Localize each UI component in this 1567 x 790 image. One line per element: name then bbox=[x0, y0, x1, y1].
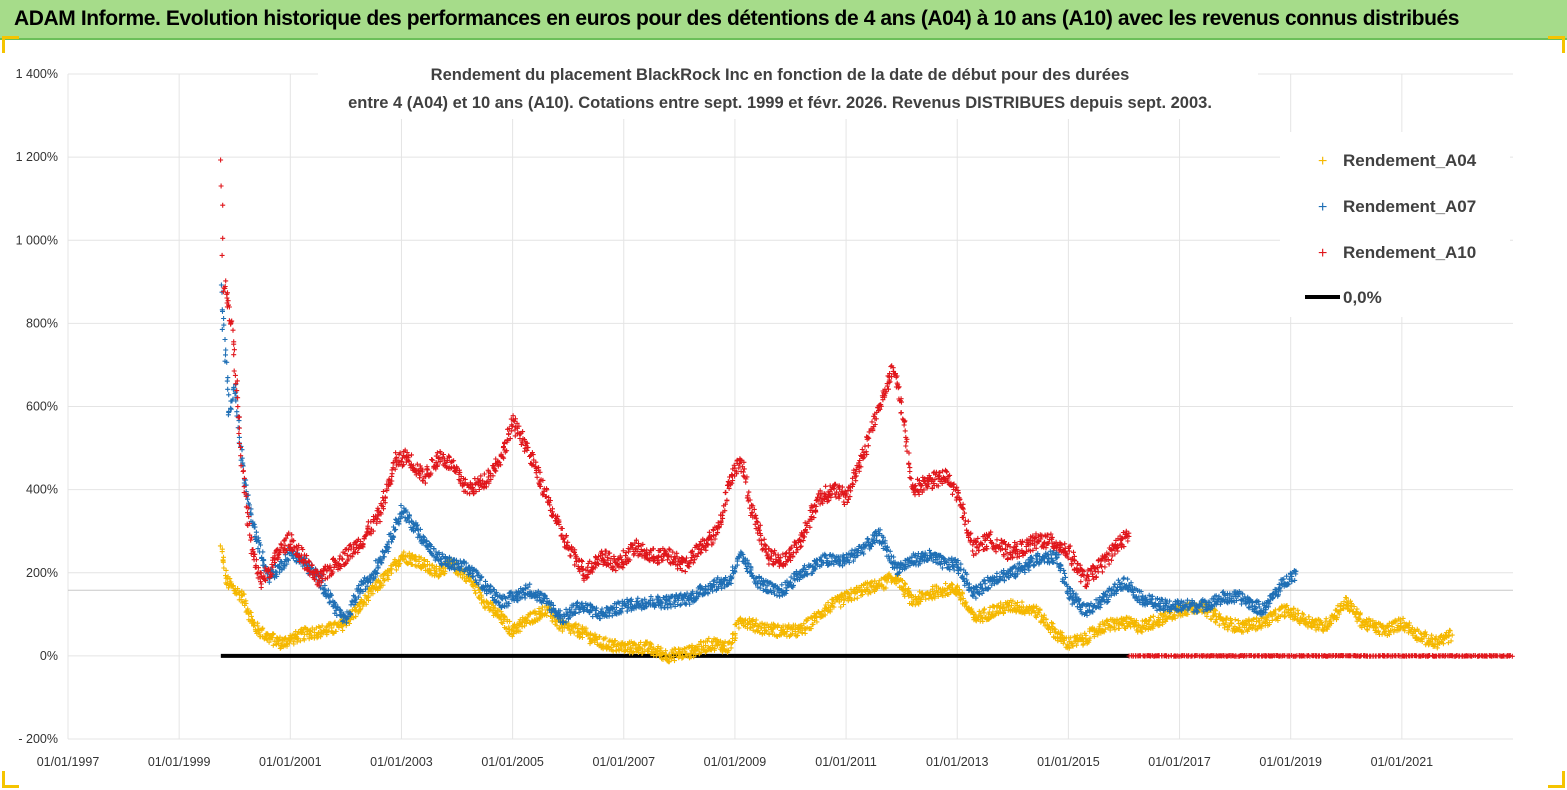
series-a07 bbox=[218, 282, 1299, 626]
y-tick-label: 200% bbox=[26, 566, 58, 580]
x-axis-ticks: 01/01/1997 01/01/1999 01/01/2001 01/01/2003… bbox=[37, 755, 1433, 769]
x-tick-label: 01/01/2005 bbox=[481, 755, 544, 769]
legend-label-a04: Rendement_A04 bbox=[1343, 151, 1477, 170]
header-banner: ADAM Informe. Evolution historique des p… bbox=[0, 0, 1567, 40]
x-tick-label: 01/01/2009 bbox=[704, 755, 767, 769]
x-tick-label: 01/01/2015 bbox=[1037, 755, 1100, 769]
y-tick-label: - 200% bbox=[18, 732, 58, 746]
corner-marker bbox=[2, 36, 19, 53]
y-tick-label: 1 200% bbox=[16, 150, 58, 164]
x-tick-label: 01/01/1997 bbox=[37, 755, 100, 769]
chart-title-line-1: Rendement du placement BlackRock Inc en … bbox=[431, 66, 1130, 84]
plot-area bbox=[217, 157, 1515, 665]
chart-title-line-2: entre 4 (A04) et 10 ans (A10). Cotations… bbox=[348, 94, 1212, 112]
legend-marker-a10: + bbox=[1318, 245, 1327, 262]
series-a04-points bbox=[217, 543, 1455, 665]
legend-label-zero: 0,0% bbox=[1343, 288, 1382, 307]
y-tick-label: 0% bbox=[40, 649, 58, 663]
x-tick-label: 01/01/2003 bbox=[370, 755, 433, 769]
y-axis-ticks: 1 400% 1 200% 1 000% 800% 600% 400% 200% 0% - 20… bbox=[16, 67, 58, 746]
series-a04 bbox=[217, 543, 1455, 665]
series-a07-points bbox=[218, 282, 1299, 626]
series-a10 bbox=[218, 157, 1132, 590]
corner-marker bbox=[1548, 771, 1565, 788]
page-title: ADAM Informe. Evolution historique des p… bbox=[14, 7, 1460, 30]
corner-marker bbox=[2, 771, 19, 788]
corner-marker bbox=[1548, 36, 1565, 53]
y-tick-label: 800% bbox=[26, 316, 58, 330]
legend-box bbox=[1280, 132, 1510, 317]
x-tick-label: 01/01/2007 bbox=[592, 755, 655, 769]
legend-marker-a07: + bbox=[1318, 199, 1327, 216]
x-tick-label: 01/01/2019 bbox=[1259, 755, 1322, 769]
x-tick-label: 01/01/2017 bbox=[1148, 755, 1211, 769]
y-tick-label: 600% bbox=[26, 400, 58, 414]
series-a10-zero-band-points bbox=[1126, 653, 1515, 659]
legend-label-a10: Rendement_A10 bbox=[1343, 243, 1476, 262]
y-tick-label: 1 000% bbox=[16, 233, 58, 247]
x-tick-label: 01/01/2013 bbox=[926, 755, 989, 769]
y-tick-label: 400% bbox=[26, 483, 58, 497]
x-tick-label: 01/01/2021 bbox=[1371, 755, 1434, 769]
series-a10-zero-band bbox=[1126, 653, 1515, 659]
legend: + Rendement_A04 + Rendement_A07 + Rendem… bbox=[1280, 132, 1510, 317]
legend-label-a07: Rendement_A07 bbox=[1343, 197, 1476, 216]
legend-marker-a04: + bbox=[1318, 153, 1327, 170]
y-tick-label: 1 400% bbox=[16, 67, 58, 81]
x-tick-label: 01/01/1999 bbox=[148, 755, 211, 769]
series-a10-points bbox=[218, 157, 1132, 590]
x-tick-label: 01/01/2001 bbox=[259, 755, 322, 769]
chart-title-background bbox=[318, 57, 1258, 119]
x-tick-label: 01/01/2011 bbox=[815, 755, 877, 769]
